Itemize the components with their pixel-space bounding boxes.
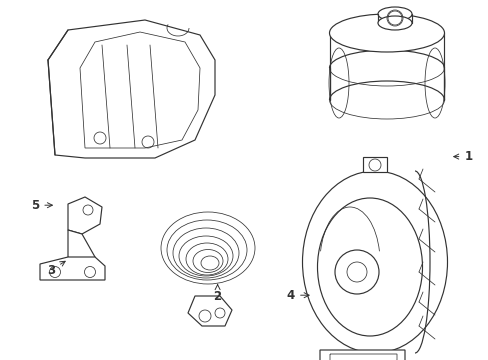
Polygon shape <box>68 230 95 264</box>
Polygon shape <box>319 350 404 360</box>
Circle shape <box>346 262 366 282</box>
Polygon shape <box>68 197 102 234</box>
Ellipse shape <box>302 171 447 353</box>
Text: 1: 1 <box>453 150 471 163</box>
Text: 4: 4 <box>286 289 308 302</box>
Ellipse shape <box>329 14 444 52</box>
Ellipse shape <box>317 198 422 336</box>
Polygon shape <box>40 257 105 280</box>
Text: 3: 3 <box>47 261 65 276</box>
Ellipse shape <box>377 7 411 21</box>
Ellipse shape <box>377 16 411 30</box>
Polygon shape <box>362 157 386 172</box>
Circle shape <box>334 250 378 294</box>
Polygon shape <box>48 20 215 158</box>
Text: 2: 2 <box>213 284 221 303</box>
Text: 5: 5 <box>31 199 52 212</box>
Polygon shape <box>187 296 231 326</box>
